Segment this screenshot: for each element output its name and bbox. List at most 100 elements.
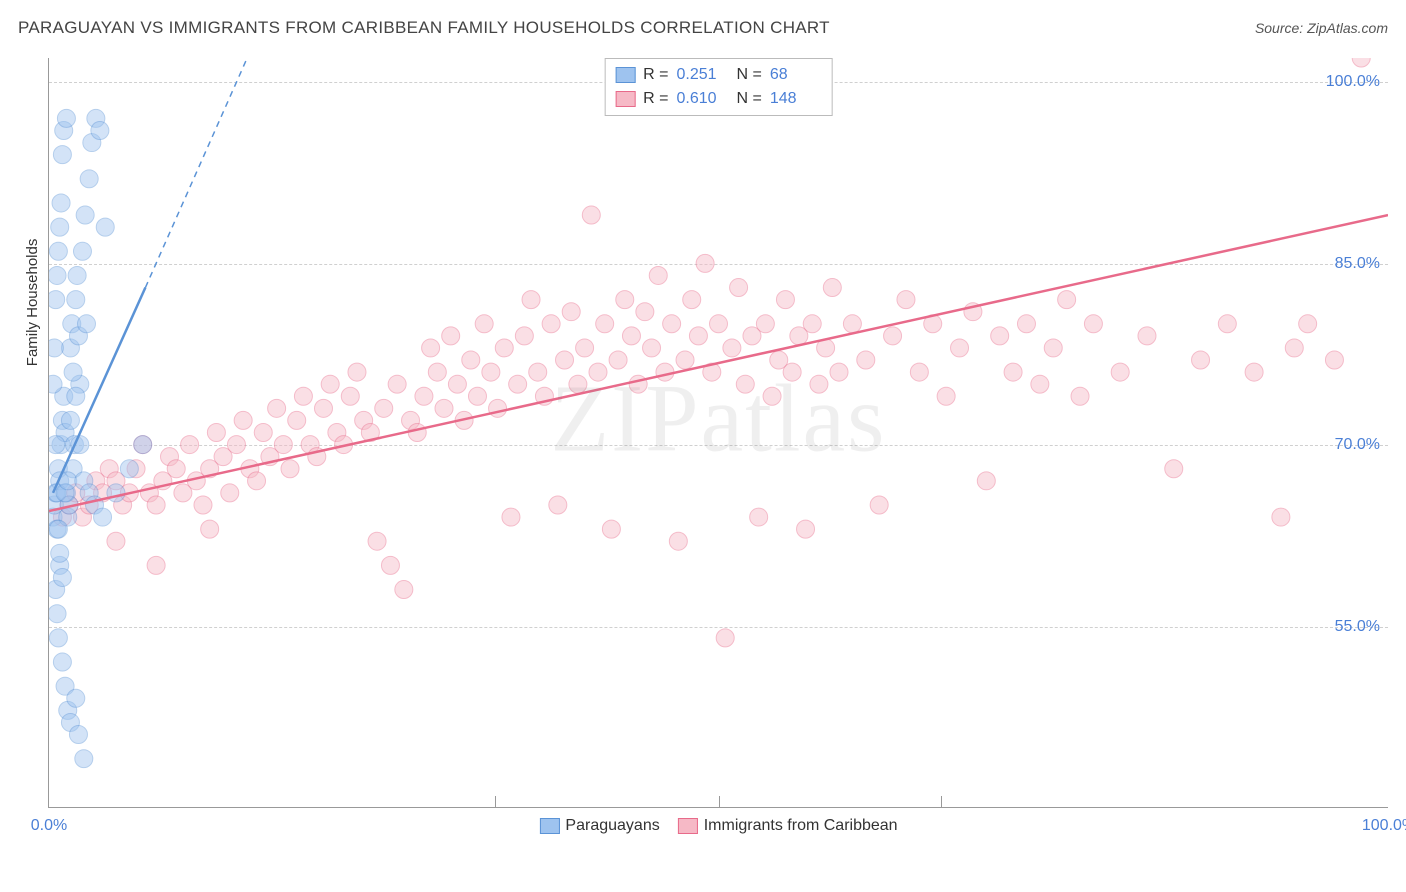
n-value-2: 148	[770, 87, 822, 111]
x-tick-label: 100.0%	[1362, 817, 1406, 835]
data-point	[395, 581, 413, 599]
data-point	[49, 291, 65, 309]
data-point	[763, 387, 781, 405]
data-point	[315, 399, 333, 417]
swatch-blue	[539, 818, 559, 834]
data-point	[475, 315, 493, 333]
data-point	[622, 327, 640, 345]
data-point	[281, 460, 299, 478]
data-point	[49, 339, 63, 357]
data-point	[1218, 315, 1236, 333]
data-point	[254, 424, 272, 442]
data-point	[803, 315, 821, 333]
data-point	[1044, 339, 1062, 357]
r-value-2: 0.610	[677, 87, 729, 111]
data-point	[823, 279, 841, 297]
data-point	[636, 303, 654, 321]
data-point	[288, 411, 306, 429]
data-point	[582, 206, 600, 224]
data-point	[107, 484, 125, 502]
data-point	[234, 411, 252, 429]
data-point	[1352, 58, 1370, 67]
data-point	[381, 556, 399, 574]
legend-row-series-1: R = 0.251 N = 68	[615, 63, 822, 87]
data-point	[776, 291, 794, 309]
swatch-pink	[678, 818, 698, 834]
data-point	[750, 508, 768, 526]
data-point	[422, 339, 440, 357]
n-label: N =	[737, 87, 762, 111]
swatch-blue	[615, 67, 635, 83]
data-point	[415, 387, 433, 405]
data-point	[562, 303, 580, 321]
data-point	[120, 460, 138, 478]
data-point	[67, 387, 85, 405]
data-point	[977, 472, 995, 490]
data-point	[49, 605, 66, 623]
data-point	[1272, 508, 1290, 526]
data-point	[91, 121, 109, 139]
data-point	[61, 411, 79, 429]
data-point	[542, 315, 560, 333]
data-point	[683, 291, 701, 309]
data-point	[810, 375, 828, 393]
source-attribution: Source: ZipAtlas.com	[1255, 20, 1388, 36]
data-point	[710, 315, 728, 333]
data-point	[435, 399, 453, 417]
data-point	[75, 750, 93, 768]
data-point	[94, 508, 112, 526]
data-point	[49, 629, 67, 647]
data-point	[375, 399, 393, 417]
data-point	[53, 146, 71, 164]
data-point	[910, 363, 928, 381]
data-point	[96, 218, 114, 236]
data-point	[676, 351, 694, 369]
data-point	[857, 351, 875, 369]
data-point	[897, 291, 915, 309]
data-point	[1111, 363, 1129, 381]
data-point	[57, 109, 75, 127]
data-point	[67, 689, 85, 707]
data-point	[616, 291, 634, 309]
data-point	[181, 436, 199, 454]
data-point	[134, 436, 152, 454]
data-point	[602, 520, 620, 538]
data-point	[696, 254, 714, 272]
data-point	[388, 375, 406, 393]
data-point	[596, 315, 614, 333]
data-point	[227, 436, 245, 454]
data-point	[656, 363, 674, 381]
data-point	[495, 339, 513, 357]
data-point	[408, 424, 426, 442]
r-value-1: 0.251	[677, 63, 729, 87]
data-point	[669, 532, 687, 550]
data-point	[1192, 351, 1210, 369]
data-point	[274, 436, 292, 454]
data-point	[147, 496, 165, 514]
data-point	[730, 279, 748, 297]
data-point	[77, 315, 95, 333]
data-point	[51, 544, 69, 562]
data-point	[321, 375, 339, 393]
data-point	[569, 375, 587, 393]
data-point	[51, 218, 69, 236]
data-point	[609, 351, 627, 369]
data-point	[716, 629, 734, 647]
data-point	[870, 496, 888, 514]
legend-label-2: Immigrants from Caribbean	[704, 817, 898, 835]
x-tick-label: 0.0%	[31, 817, 67, 835]
data-point	[649, 266, 667, 284]
data-point	[468, 387, 486, 405]
data-point	[341, 387, 359, 405]
data-point	[49, 436, 65, 454]
data-point	[663, 315, 681, 333]
data-point	[991, 327, 1009, 345]
plot-svg	[49, 58, 1388, 807]
data-point	[49, 242, 67, 260]
legend-item-1: Paraguayans	[539, 817, 659, 835]
swatch-pink	[615, 91, 635, 107]
data-point	[951, 339, 969, 357]
data-point	[502, 508, 520, 526]
data-point	[49, 375, 62, 393]
data-point	[53, 653, 71, 671]
